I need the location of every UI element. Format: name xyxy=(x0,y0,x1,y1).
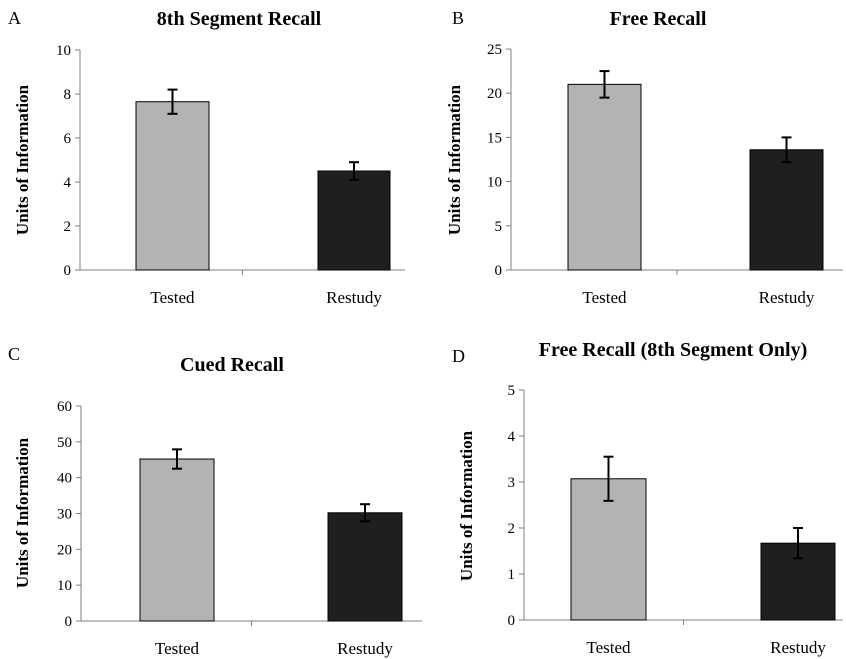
y-tick-label: 40 xyxy=(57,471,72,487)
panel-letter: B xyxy=(452,8,464,28)
category-label: Restudy xyxy=(770,638,826,657)
y-tick-label: 4 xyxy=(508,429,516,445)
chart-panel-c: C Cued Recall Units of Information 0 10 20 30 4… xyxy=(8,344,422,658)
y-tick-label: 50 xyxy=(57,435,72,451)
y-tick-label: 5 xyxy=(508,383,516,399)
y-tick-label: 30 xyxy=(57,507,72,523)
chart-title: Cued Recall xyxy=(180,354,284,376)
category-label: Restudy xyxy=(337,639,393,658)
panel-letter: C xyxy=(8,344,20,364)
category-label: Tested xyxy=(155,639,200,658)
y-tick-label: 10 xyxy=(487,175,502,191)
y-axis-label: Units of Information xyxy=(13,437,32,588)
y-tick-label: 2 xyxy=(64,219,72,235)
category-label: Tested xyxy=(582,288,627,307)
category-label: Tested xyxy=(586,638,631,657)
y-axis-label: Units of Information xyxy=(457,430,476,581)
y-axis-label: Units of Information xyxy=(13,84,32,235)
bar-tested xyxy=(135,101,210,271)
panel-letter: D xyxy=(452,346,465,366)
chart-panel-a: A 8th Segment Recall Units of Information 0… xyxy=(8,8,405,307)
y-tick-label: 25 xyxy=(487,42,502,58)
y-tick-label: 10 xyxy=(56,43,71,59)
chart-title: 8th Segment Recall xyxy=(157,8,322,30)
y-tick-label: 8 xyxy=(64,87,72,103)
y-tick-label: 20 xyxy=(57,542,72,558)
bar-tested xyxy=(139,458,215,622)
bar-tested xyxy=(570,478,647,621)
chart-panel-b: B Free Recall Units of Information 0 5 10 15 20… xyxy=(445,8,843,307)
bar-restudy xyxy=(327,512,403,622)
y-tick-label: 60 xyxy=(57,399,72,415)
category-label: Tested xyxy=(150,288,195,307)
y-tick-label: 10 xyxy=(57,578,72,594)
y-tick-label: 5 xyxy=(495,219,503,235)
y-tick-label: 0 xyxy=(495,263,503,279)
y-tick-label: 0 xyxy=(65,614,73,630)
bar-restudy xyxy=(317,170,391,271)
y-tick-label: 15 xyxy=(487,130,502,146)
bar-tested xyxy=(567,83,642,271)
category-label: Restudy xyxy=(759,288,815,307)
chart-title: Free Recall (8th Segment Only) xyxy=(539,339,807,361)
bar-restudy xyxy=(749,149,824,271)
y-tick-label: 4 xyxy=(64,175,72,191)
chart-title: Free Recall xyxy=(610,8,707,30)
y-tick-label: 2 xyxy=(508,521,516,537)
y-tick-label: 1 xyxy=(508,567,516,583)
y-tick-label: 20 xyxy=(487,86,502,102)
y-tick-label: 0 xyxy=(508,613,516,629)
y-tick-label: 6 xyxy=(64,131,72,147)
y-axis-label: Units of Information xyxy=(445,84,464,235)
chart-panel-d: D Free Recall (8th Segment Only) Units of … xyxy=(452,339,843,657)
y-tick-label: 3 xyxy=(508,475,516,491)
y-tick-label: 0 xyxy=(64,263,72,279)
panel-letter: A xyxy=(8,8,21,28)
category-label: Restudy xyxy=(326,288,382,307)
